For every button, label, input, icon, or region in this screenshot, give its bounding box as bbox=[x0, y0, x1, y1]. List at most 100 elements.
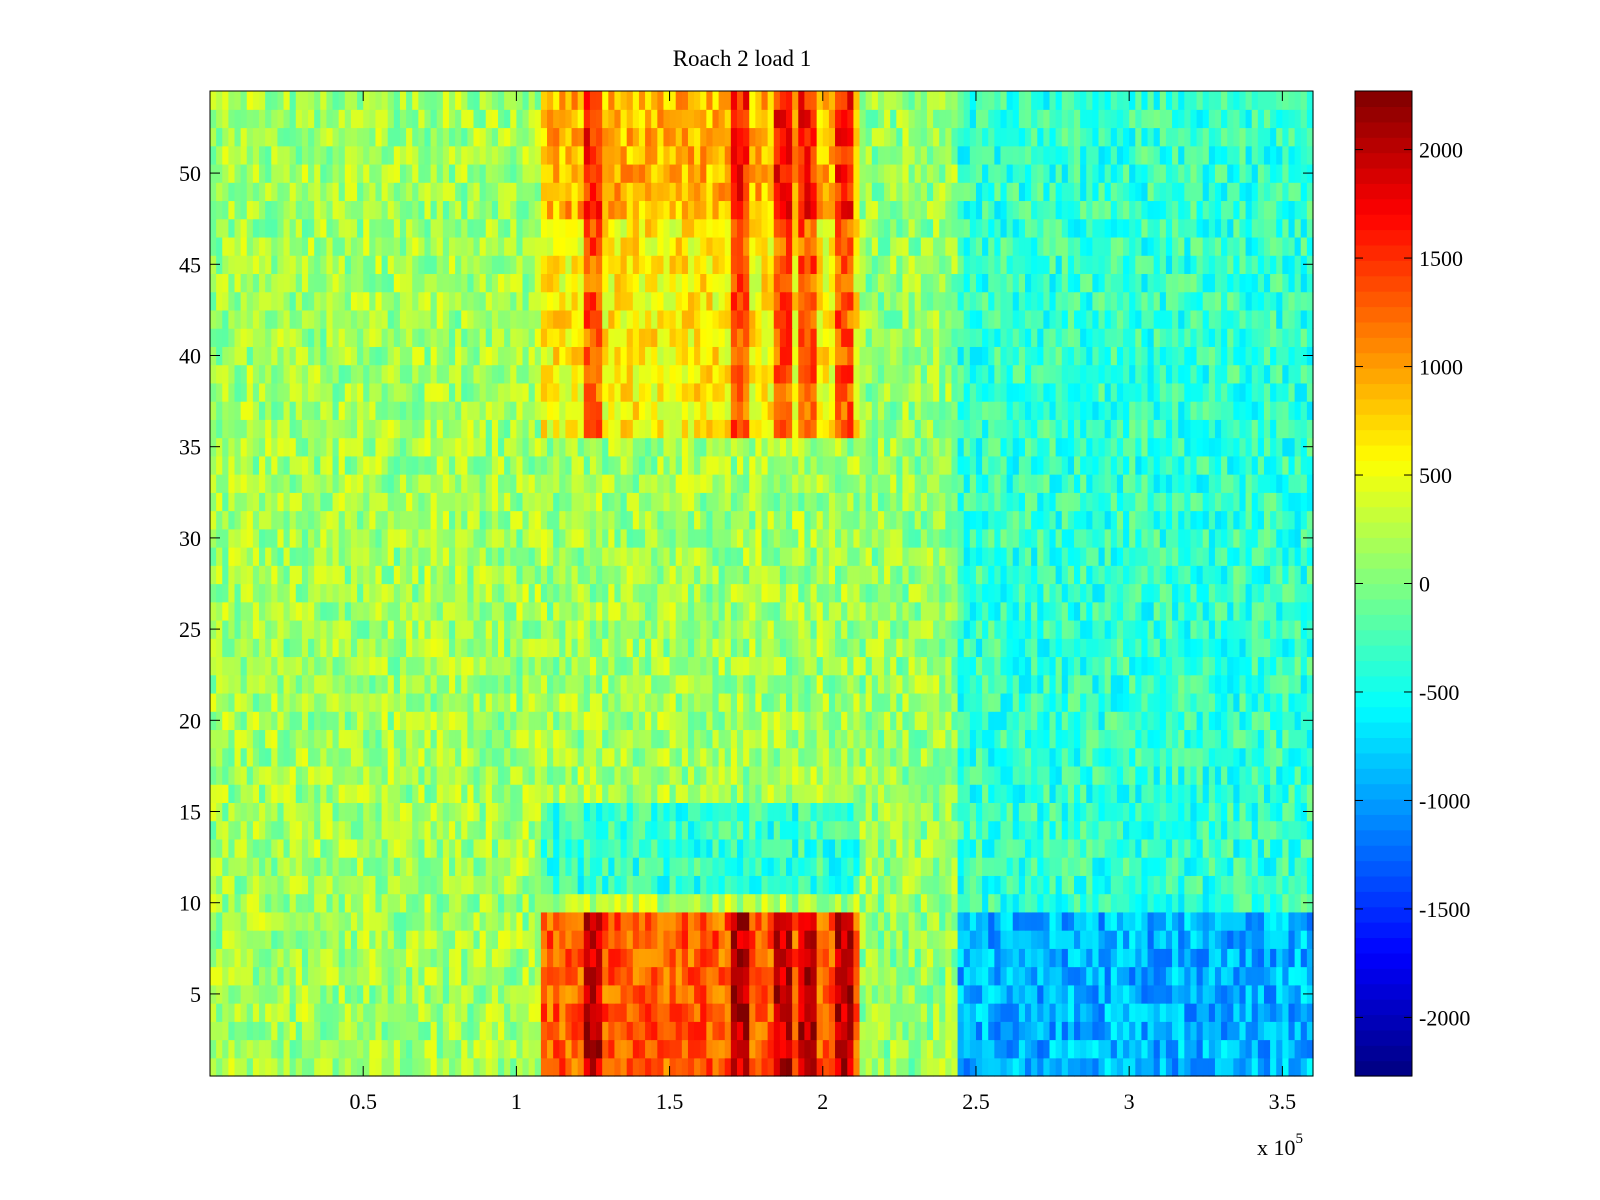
heatmap-cell bbox=[626, 838, 634, 858]
heatmap-cell bbox=[841, 638, 848, 658]
heatmap-cell bbox=[1214, 692, 1222, 712]
heatmap-cell bbox=[332, 911, 340, 931]
heatmap-cell bbox=[1092, 984, 1100, 1004]
heatmap-cell bbox=[1018, 1039, 1026, 1059]
heatmap-cell bbox=[344, 948, 352, 968]
heatmap-cell bbox=[1270, 838, 1277, 858]
heatmap-cell bbox=[589, 930, 597, 949]
heatmap-cell bbox=[479, 601, 487, 621]
heatmap-cell bbox=[859, 838, 867, 858]
heatmap-cell bbox=[308, 747, 315, 767]
heatmap-cell bbox=[1221, 1021, 1228, 1041]
heatmap-cell bbox=[571, 857, 579, 876]
heatmap-cell bbox=[461, 893, 468, 913]
heatmap-cell bbox=[792, 1057, 799, 1077]
heatmap-cell bbox=[969, 857, 977, 876]
heatmap-cell bbox=[1080, 948, 1087, 968]
heatmap-cell bbox=[571, 875, 579, 895]
heatmap-cell bbox=[1172, 765, 1179, 785]
heatmap-cell bbox=[289, 565, 297, 585]
heatmap-cell bbox=[424, 1039, 432, 1059]
heatmap-cell bbox=[675, 984, 683, 1004]
heatmap-cell bbox=[485, 619, 493, 639]
heatmap-cell bbox=[773, 601, 781, 621]
heatmap-cell bbox=[822, 930, 830, 949]
heatmap-cell bbox=[681, 1003, 689, 1022]
heatmap-cell bbox=[761, 893, 769, 913]
heatmap-cell bbox=[724, 692, 732, 712]
heatmap-cell bbox=[767, 1003, 775, 1022]
heatmap-cell bbox=[1239, 875, 1247, 895]
heatmap-cell bbox=[835, 747, 842, 767]
heatmap-cell bbox=[320, 802, 328, 822]
heatmap-cell bbox=[957, 747, 965, 767]
heatmap-cell bbox=[749, 838, 756, 858]
heatmap-cell bbox=[969, 1039, 977, 1059]
heatmap-cell bbox=[724, 984, 732, 1004]
heatmap-cell bbox=[945, 747, 953, 767]
heatmap-cell bbox=[1306, 656, 1314, 676]
heatmap-cell bbox=[406, 638, 413, 658]
heatmap-cell bbox=[1104, 911, 1112, 931]
heatmap-cell bbox=[847, 729, 855, 749]
heatmap-cell bbox=[246, 656, 254, 676]
heatmap-cell bbox=[638, 838, 646, 858]
heatmap-cell bbox=[326, 656, 334, 676]
heatmap-cell bbox=[491, 1003, 499, 1022]
heatmap-cell bbox=[406, 765, 413, 785]
heatmap-cell bbox=[418, 747, 426, 767]
heatmap-cell bbox=[1055, 984, 1063, 1004]
heatmap-cell bbox=[455, 765, 462, 785]
heatmap-cell bbox=[528, 601, 536, 621]
heatmap-cell bbox=[761, 729, 769, 749]
heatmap-cell bbox=[1208, 656, 1216, 676]
heatmap-cell bbox=[473, 711, 481, 731]
heatmap-cell bbox=[657, 692, 665, 712]
heatmap-cell bbox=[828, 638, 836, 658]
heatmap-cell bbox=[596, 875, 603, 895]
heatmap-cell bbox=[350, 966, 358, 986]
heatmap-cell bbox=[485, 1057, 493, 1077]
heatmap-cell bbox=[608, 948, 616, 968]
heatmap-cell bbox=[773, 711, 781, 731]
heatmap-cell bbox=[1074, 857, 1081, 876]
heatmap-cell bbox=[1221, 966, 1228, 986]
heatmap-cell bbox=[1049, 857, 1057, 876]
heatmap-cell bbox=[228, 1039, 236, 1059]
heatmap-cell bbox=[528, 674, 536, 694]
heatmap-cell bbox=[786, 893, 793, 913]
heatmap-cell bbox=[320, 729, 328, 749]
heatmap-cell bbox=[657, 565, 665, 585]
heatmap-cell bbox=[387, 1039, 395, 1059]
heatmap-cell bbox=[1110, 711, 1118, 731]
heatmap-cell bbox=[259, 802, 266, 822]
heatmap-cell bbox=[1190, 601, 1198, 621]
heatmap-cell bbox=[338, 711, 346, 731]
heatmap-cell bbox=[1031, 638, 1038, 658]
heatmap-cell bbox=[1257, 674, 1265, 694]
heatmap-cell bbox=[926, 802, 934, 822]
heatmap-cell bbox=[1251, 692, 1259, 712]
heatmap-cell bbox=[602, 838, 609, 858]
heatmap-cell bbox=[510, 674, 517, 694]
heatmap-cell bbox=[914, 984, 922, 1004]
heatmap-cell bbox=[651, 729, 658, 749]
heatmap-cell bbox=[908, 911, 916, 931]
heatmap-cell bbox=[1129, 857, 1136, 876]
heatmap-cell bbox=[736, 784, 744, 803]
heatmap-cell bbox=[749, 674, 756, 694]
heatmap-cell bbox=[877, 820, 885, 840]
heatmap-cell bbox=[982, 875, 989, 895]
heatmap-cell bbox=[418, 1003, 426, 1022]
heatmap-cell bbox=[835, 820, 842, 840]
heatmap-cell bbox=[669, 711, 677, 731]
heatmap-cell bbox=[461, 619, 468, 639]
heatmap-cell bbox=[1135, 930, 1143, 949]
heatmap-cell bbox=[1074, 930, 1081, 949]
heatmap-cell bbox=[663, 692, 671, 712]
heatmap-cell bbox=[1300, 674, 1308, 694]
heatmap-cell bbox=[877, 893, 885, 913]
heatmap-cell bbox=[301, 1021, 309, 1041]
heatmap-cell bbox=[387, 765, 395, 785]
heatmap-cell bbox=[859, 820, 867, 840]
